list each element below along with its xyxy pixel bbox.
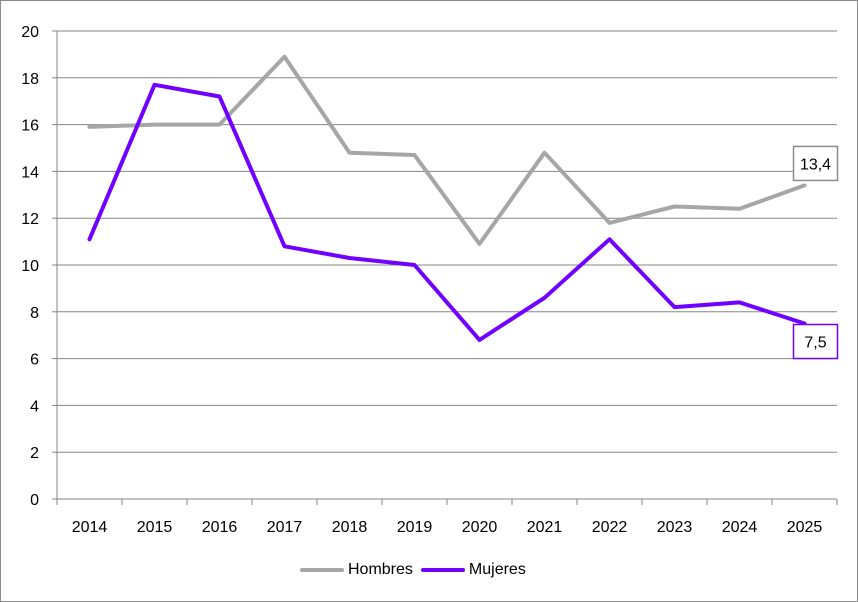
gridlines xyxy=(57,30,837,453)
data-labels: 13,4 7,5 xyxy=(792,145,839,360)
y-tick-label: 8 xyxy=(30,305,39,322)
legend-label-hombres: Hombres xyxy=(348,561,413,578)
x-tick-label: 2024 xyxy=(722,519,758,536)
legend-swatch-hombres xyxy=(300,568,344,572)
y-tick-label: 10 xyxy=(21,258,39,275)
x-tick-label: 2019 xyxy=(397,519,433,536)
x-tick-label: 2018 xyxy=(332,519,368,536)
axes xyxy=(52,30,838,505)
series-lines xyxy=(87,54,807,342)
x-tick-labels: 2014 2015 2016 2017 2018 2019 2020 2021 2022 2023… xyxy=(72,519,823,536)
y-tick-label: 2 xyxy=(30,445,39,462)
series-line-mujeres[interactable] xyxy=(87,82,807,342)
x-tick-label: 2017 xyxy=(267,519,303,536)
data-label-hombres: 13,4 xyxy=(800,156,831,173)
y-tick-label: 20 xyxy=(21,24,39,41)
legend-item-hombres[interactable]: Hombres xyxy=(300,561,413,579)
x-tick-label: 2021 xyxy=(527,519,563,536)
y-tick-label: 6 xyxy=(30,352,39,369)
x-tick-label: 2020 xyxy=(462,519,498,536)
data-label-box-mujeres xyxy=(792,323,839,360)
x-tick-label: 2014 xyxy=(72,519,108,536)
legend-swatch-mujeres xyxy=(420,568,465,572)
x-tick-label: 2015 xyxy=(137,519,173,536)
y-tick-label: 0 xyxy=(30,492,39,509)
x-tick-label: 2023 xyxy=(657,519,693,536)
data-label-mujeres: 7,5 xyxy=(804,335,826,352)
y-tick-labels: 0 2 4 6 8 10 12 14 16 18 20 xyxy=(21,24,39,509)
x-tick-label: 2022 xyxy=(592,519,628,536)
y-tick-label: 12 xyxy=(21,211,39,228)
legend-label-mujeres: Mujeres xyxy=(468,561,526,578)
y-tick-label: 14 xyxy=(21,164,39,181)
x-tick-label: 2025 xyxy=(787,519,823,536)
legend-item-mujeres[interactable]: Mujeres xyxy=(420,561,526,579)
x-tick-label: 2016 xyxy=(202,519,238,536)
y-tick-label: 4 xyxy=(30,398,39,415)
series-line-hombres[interactable] xyxy=(87,54,807,246)
y-tick-label: 18 xyxy=(21,71,39,88)
data-label-box-hombres xyxy=(792,145,839,182)
y-tick-label: 16 xyxy=(21,118,39,135)
legend: Hombres Mujeres xyxy=(300,558,526,582)
